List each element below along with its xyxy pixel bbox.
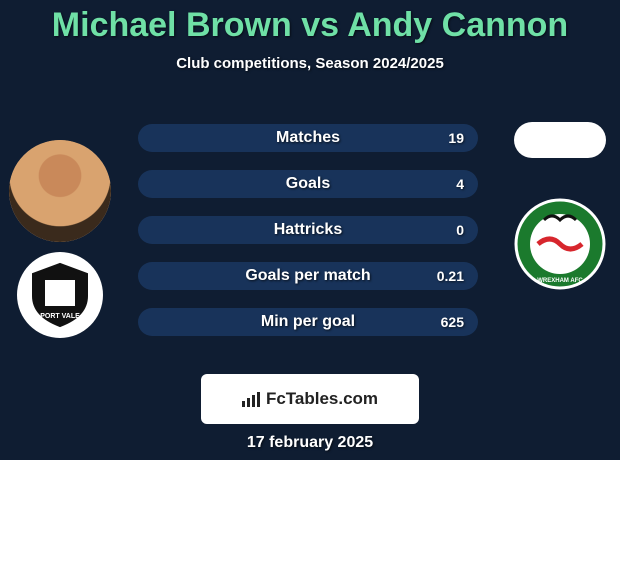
comparison-card: Michael Brown vs Andy Cannon Club compet… [0, 0, 620, 460]
stats-container: Matches 19 Goals 4 Hattricks 0 Goals per match… [138, 124, 478, 336]
date-label: 17 february 2025 [247, 434, 373, 452]
stat-right-value: 0 [456, 222, 464, 238]
player-left-avatar [9, 140, 111, 242]
player-right-column: WREXHAM AFC [505, 122, 615, 294]
stat-row: Goals 4 [138, 170, 478, 198]
svg-text:PORT VALE: PORT VALE [40, 313, 80, 320]
player-right-avatar [514, 122, 606, 158]
crest-icon: WREXHAM AFC [514, 198, 606, 290]
stat-row: Min per goal 625 [138, 308, 478, 336]
bar-icon-segment [252, 395, 255, 407]
stat-right-value: 0.21 [437, 268, 464, 284]
stat-label: Goals per match [245, 267, 370, 285]
stat-label: Matches [276, 129, 340, 147]
stat-row: Matches 19 [138, 124, 478, 152]
title-player2: Andy Cannon [347, 6, 568, 44]
player-left-club-badge: PORT VALE [17, 252, 103, 338]
title-player1: Michael Brown [52, 6, 292, 44]
stat-row: Hattricks 0 [138, 216, 478, 244]
stat-right-value: 625 [441, 314, 464, 330]
avatar-placeholder-icon [9, 140, 111, 242]
stat-label: Hattricks [274, 221, 342, 239]
bar-icon-segment [242, 401, 245, 407]
site-logo[interactable]: FcTables.com [201, 374, 419, 424]
page-title: Michael Brown vs Andy Cannon [0, 0, 620, 45]
svg-text:WREXHAM AFC: WREXHAM AFC [537, 278, 583, 284]
logo-text: FcTables.com [266, 389, 378, 409]
stat-right-value: 4 [456, 176, 464, 192]
bar-icon-segment [247, 398, 250, 407]
stat-label: Goals [286, 175, 330, 193]
shield-icon: PORT VALE [25, 260, 95, 330]
bar-icon-segment [257, 392, 260, 407]
subtitle: Club competitions, Season 2024/2025 [0, 55, 620, 72]
stat-row: Goals per match 0.21 [138, 262, 478, 290]
stat-label: Min per goal [261, 313, 355, 331]
title-vs: vs [301, 6, 339, 44]
stat-right-value: 19 [448, 130, 464, 146]
player-right-club-badge: WREXHAM AFC [510, 194, 610, 294]
bar-chart-icon [242, 391, 260, 407]
player-left-column: PORT VALE [5, 140, 115, 338]
